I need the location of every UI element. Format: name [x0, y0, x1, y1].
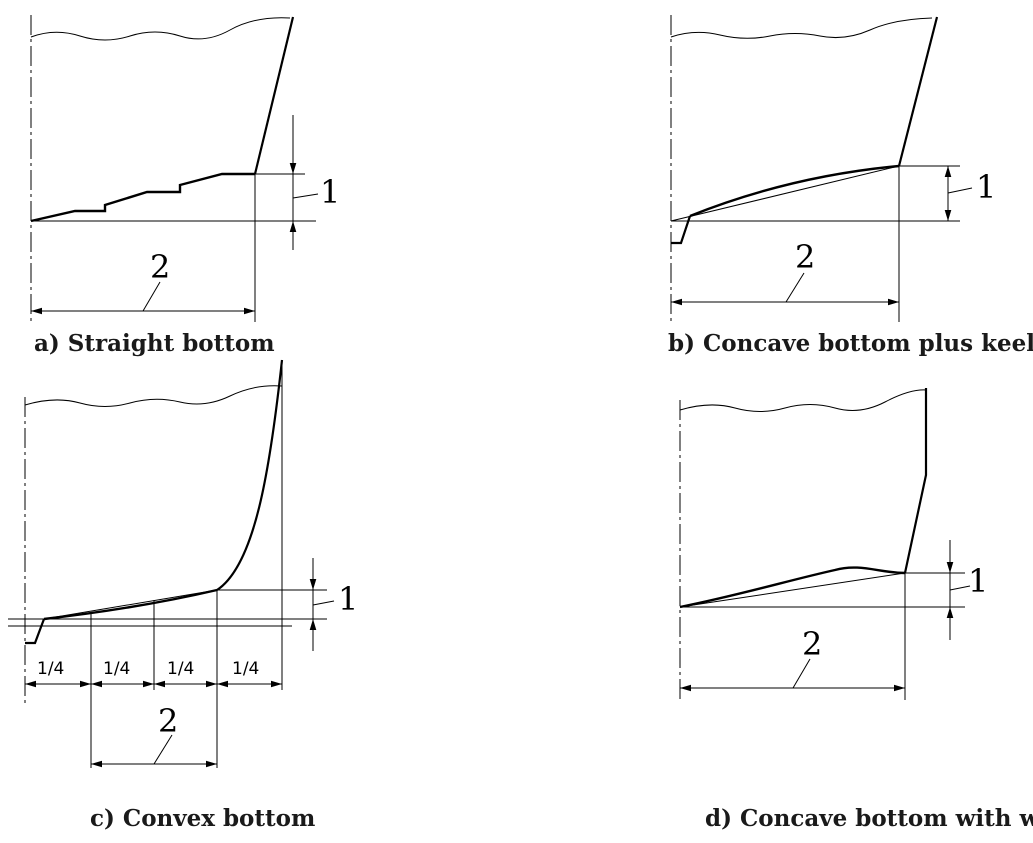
wavy-break-line [30, 17, 291, 41]
wavy-break-line [24, 385, 283, 407]
height-label: 1 [320, 173, 340, 211]
chord-line [670, 165, 900, 222]
panel-a-drawing [30, 15, 319, 322]
leader-line [785, 272, 805, 303]
hull-side-line [903, 388, 928, 574]
panel-b-drawing [670, 15, 973, 322]
wavy-break-line [679, 389, 927, 412]
panel-d-caption: d) Concave bottom with wing [705, 805, 1033, 832]
chord-line [679, 572, 906, 608]
concave-bottom-curve [689, 164, 900, 218]
chord-line [43, 589, 218, 620]
panel-c-caption: c) Convex bottom [90, 805, 316, 832]
panel-b-caption: b) Concave bottom plus keel [668, 330, 1033, 357]
leader-line [947, 187, 973, 194]
panel-c-drawing [8, 359, 335, 768]
width-label: 2 [158, 702, 178, 740]
quarter-label: 1/4 [37, 659, 64, 679]
keel-line [25, 618, 46, 645]
width-label: 2 [150, 248, 170, 286]
hull-side-line [253, 16, 295, 175]
stepped-bottom-line [30, 172, 255, 223]
height-label: 1 [968, 562, 988, 600]
leader-line [792, 658, 811, 689]
wing-bottom-curve [679, 566, 906, 609]
width-label: 2 [802, 625, 822, 663]
convex-hull-side-curve [216, 359, 284, 591]
quarter-label: 1/4 [167, 659, 194, 679]
wavy-break-line [670, 17, 933, 39]
hull-side-line [897, 16, 939, 167]
panel-a-caption: a) Straight bottom [34, 330, 275, 357]
leader-line [292, 193, 319, 199]
height-label: 1 [976, 168, 996, 206]
height-label: 1 [338, 580, 358, 618]
width-label: 2 [795, 238, 815, 276]
quarter-label: 1/4 [232, 659, 259, 679]
leader-line [142, 281, 161, 312]
convex-bottom-curve [43, 588, 218, 621]
leader-line [153, 734, 173, 765]
panel-d-drawing [679, 388, 971, 700]
leader-line [312, 600, 335, 606]
quarter-label: 1/4 [103, 659, 130, 679]
leader-line [949, 585, 971, 591]
keel-line [671, 215, 692, 245]
